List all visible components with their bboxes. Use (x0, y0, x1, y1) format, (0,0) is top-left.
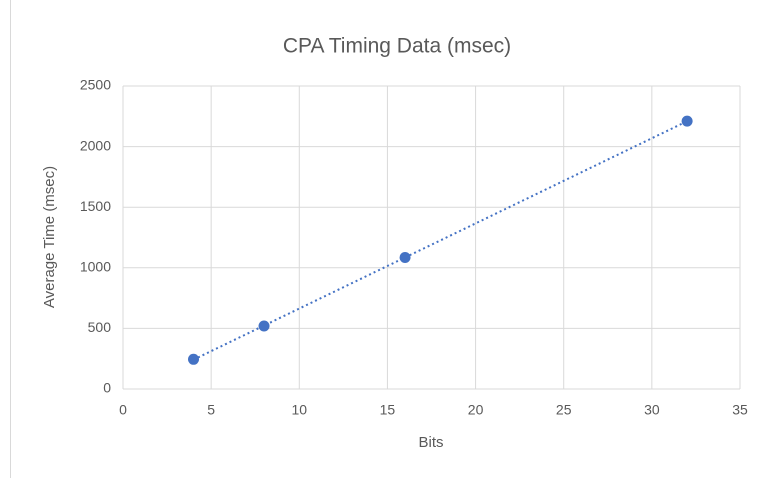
point (188, 353, 200, 365)
y-tick-label: 2000 (80, 137, 111, 153)
x-tick-label: 5 (207, 402, 215, 418)
y-tick-label: 500 (88, 319, 112, 335)
y-tick-label: 0 (103, 380, 111, 396)
y-tick-label: 1000 (80, 259, 111, 275)
x-tick-label: 25 (556, 402, 572, 418)
y-tick-label: 2500 (80, 77, 111, 93)
x-tick-label: 0 (119, 402, 127, 418)
point (681, 115, 693, 127)
chart-frame (10, 0, 761, 478)
x-tick-label: 30 (644, 402, 660, 418)
x-tick-label: 15 (380, 402, 396, 418)
point (399, 251, 411, 263)
x-axis-label: Bits (418, 434, 443, 451)
x-tick-label: 20 (468, 402, 484, 418)
point (258, 320, 270, 332)
y-axis-label: Average Time (msec) (41, 166, 58, 308)
chart-title: CPA Timing Data (msec) (283, 35, 511, 58)
trendline (193, 120, 688, 361)
x-tick-label: 10 (291, 402, 307, 418)
y-tick-label: 1500 (80, 198, 111, 214)
x-tick-label: 35 (732, 402, 748, 418)
